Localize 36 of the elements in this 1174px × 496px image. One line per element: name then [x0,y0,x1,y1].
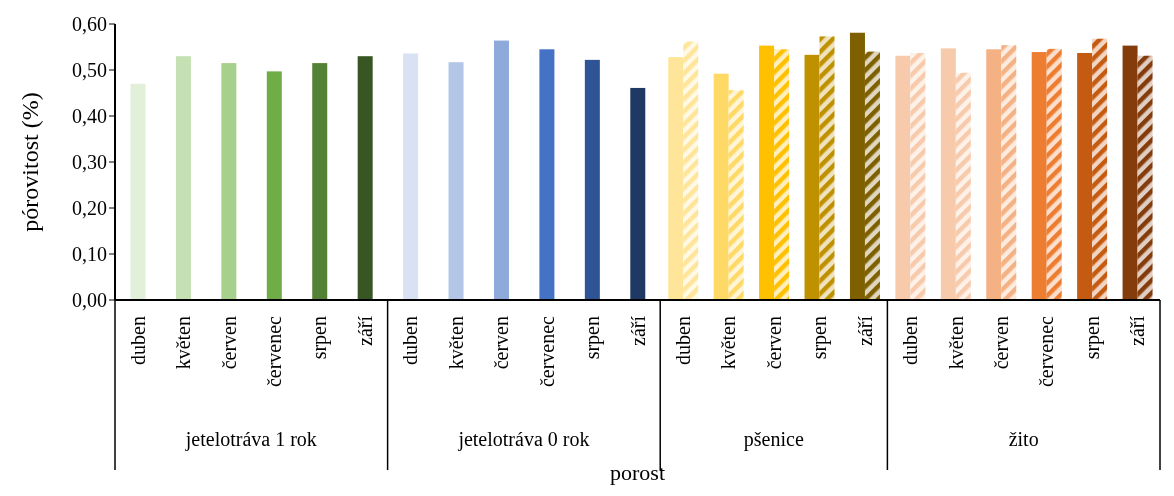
text: jetelotráva 0 rok [457,428,590,451]
x-tick-label: září [853,315,876,346]
y-tick-label: 0,60 [72,13,107,36]
x-tick-label: červen [762,316,785,370]
x-tick-label: srpen [581,316,605,360]
x-tick-label: květen [944,316,967,370]
x-tick-label: červen [989,316,1012,370]
x-tick-label: září [353,315,376,346]
text: jetelotráva 1 rok [184,428,317,451]
y-axis-title: pórovitost (%) [17,92,43,232]
y-tick-label: 0,50 [72,59,107,82]
x-tick-label: srpen [1080,316,1104,360]
x-tick-label: duben [671,316,694,365]
x-tick-label: květen [172,316,195,370]
x-tick-label: srpen [808,316,832,360]
x-axis-title: porost [610,460,665,485]
x-tick-label: červenec [263,315,286,388]
x-tick-label: duben [126,316,149,365]
x-tick-label: červen [490,316,513,370]
x-tick-label: květen [717,316,740,370]
y-tick-label: 0,10 [72,243,107,266]
x-tick-label: září [1126,315,1149,346]
x-tick-label: červenec [1035,315,1058,388]
y-tick-label: 0,40 [72,105,107,128]
x-tick-label: květen [444,316,467,370]
y-tick-label: 0,00 [72,289,107,312]
text: žito [1008,428,1039,450]
x-tick-label: červenec [535,315,558,388]
x-tick-label: září [626,315,649,346]
text: pšenice [743,428,804,451]
y-tick-label: 0,20 [72,197,107,220]
y-tick-label: 0,30 [72,151,107,174]
x-tick-label: duben [899,316,922,365]
x-tick-label: červen [217,316,240,370]
x-tick-label: srpen [308,316,332,360]
x-tick-label: duben [399,316,422,365]
